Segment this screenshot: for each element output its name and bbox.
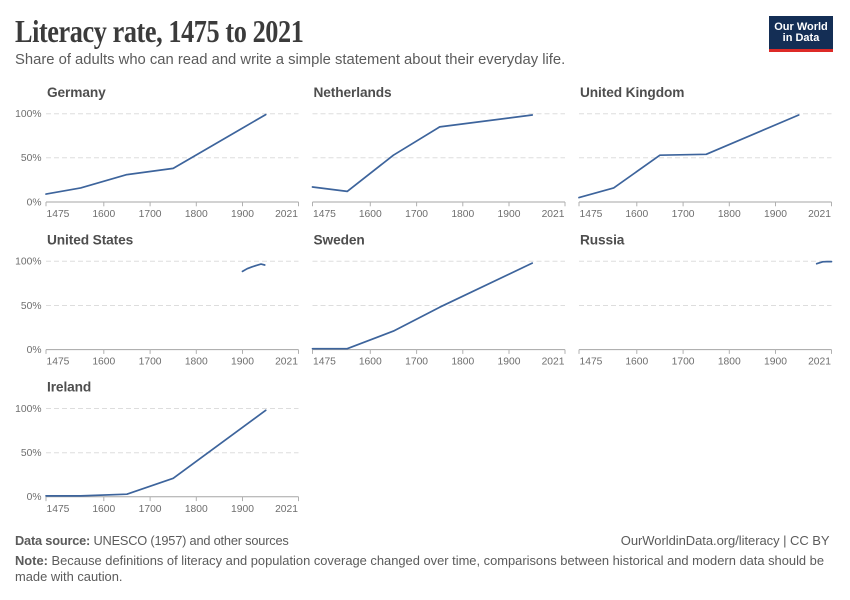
svg-text:1475: 1475 — [580, 357, 603, 368]
svg-text:1700: 1700 — [672, 357, 695, 368]
svg-text:1600: 1600 — [625, 357, 648, 368]
svg-text:1800: 1800 — [185, 209, 208, 220]
svg-text:50%: 50% — [21, 448, 42, 459]
svg-text:1800: 1800 — [718, 357, 741, 368]
svg-text:1900: 1900 — [231, 209, 254, 220]
svg-text:1800: 1800 — [718, 209, 741, 220]
svg-text:Ireland: Ireland — [47, 380, 91, 395]
svg-text:1700: 1700 — [405, 357, 428, 368]
svg-text:0%: 0% — [27, 197, 42, 208]
svg-text:1475: 1475 — [47, 504, 70, 515]
svg-text:1475: 1475 — [580, 209, 603, 220]
svg-text:1700: 1700 — [139, 209, 162, 220]
svg-text:2021: 2021 — [808, 209, 831, 220]
svg-text:1475: 1475 — [47, 209, 70, 220]
svg-text:United States: United States — [47, 233, 134, 248]
svg-text:1900: 1900 — [231, 504, 254, 515]
svg-text:1600: 1600 — [92, 209, 115, 220]
svg-text:0%: 0% — [27, 345, 42, 356]
svg-text:Netherlands: Netherlands — [314, 85, 392, 100]
svg-text:1800: 1800 — [451, 357, 474, 368]
svg-text:Russia: Russia — [580, 233, 625, 248]
svg-text:1600: 1600 — [92, 504, 115, 515]
svg-text:1900: 1900 — [498, 357, 521, 368]
svg-text:50%: 50% — [21, 301, 42, 312]
svg-text:Sweden: Sweden — [314, 233, 365, 248]
svg-text:Germany: Germany — [47, 85, 106, 100]
svg-text:1800: 1800 — [185, 504, 208, 515]
svg-text:1700: 1700 — [139, 504, 162, 515]
svg-text:1900: 1900 — [764, 209, 787, 220]
svg-text:100%: 100% — [15, 109, 41, 120]
svg-text:100%: 100% — [15, 257, 41, 268]
svg-text:1600: 1600 — [92, 357, 115, 368]
svg-text:0%: 0% — [27, 492, 42, 503]
svg-text:1800: 1800 — [451, 209, 474, 220]
svg-text:1800: 1800 — [185, 357, 208, 368]
svg-text:1600: 1600 — [359, 209, 382, 220]
svg-text:2021: 2021 — [275, 209, 298, 220]
svg-text:2021: 2021 — [542, 357, 565, 368]
svg-text:1475: 1475 — [313, 357, 336, 368]
svg-text:1900: 1900 — [764, 357, 787, 368]
svg-text:2021: 2021 — [275, 504, 298, 515]
svg-text:United Kingdom: United Kingdom — [580, 85, 684, 100]
svg-text:1700: 1700 — [405, 209, 428, 220]
svg-text:1700: 1700 — [672, 209, 695, 220]
svg-text:1475: 1475 — [313, 209, 336, 220]
svg-text:1600: 1600 — [359, 357, 382, 368]
svg-text:1475: 1475 — [47, 357, 70, 368]
svg-text:1900: 1900 — [231, 357, 254, 368]
svg-text:50%: 50% — [21, 153, 42, 164]
svg-text:2021: 2021 — [542, 209, 565, 220]
svg-text:2021: 2021 — [275, 357, 298, 368]
svg-text:1700: 1700 — [139, 357, 162, 368]
svg-text:1600: 1600 — [625, 209, 648, 220]
svg-text:100%: 100% — [15, 404, 41, 415]
svg-text:2021: 2021 — [808, 357, 831, 368]
svg-text:1900: 1900 — [498, 209, 521, 220]
